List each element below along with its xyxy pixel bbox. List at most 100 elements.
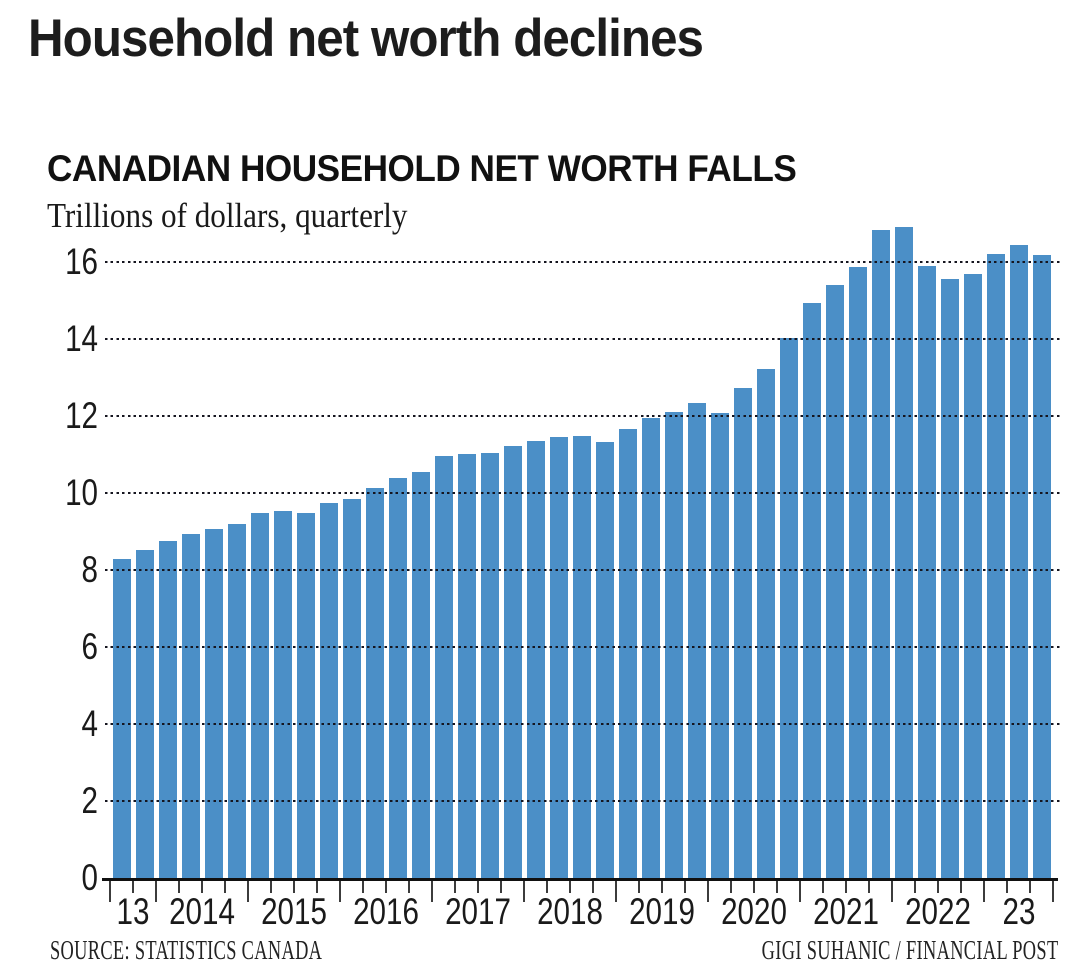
x-tick-minor bbox=[753, 881, 755, 893]
x-tick-minor bbox=[178, 881, 180, 893]
bar-2016-Q1 bbox=[342, 498, 361, 878]
bar-2018-Q4 bbox=[595, 441, 614, 878]
x-tick-minor bbox=[477, 881, 479, 893]
chart-subtitle: Trillions of dollars, quarterly bbox=[47, 196, 408, 235]
x-tick-minor bbox=[684, 881, 686, 893]
x-tick-major bbox=[109, 881, 111, 902]
bar-2019-Q4 bbox=[687, 403, 706, 878]
y-axis-label-16: 16 bbox=[65, 241, 98, 282]
gridline-16 bbox=[105, 260, 1060, 264]
bar-2020-Q2 bbox=[733, 388, 752, 878]
x-tick-major bbox=[1052, 881, 1054, 902]
x-tick-minor bbox=[960, 881, 962, 893]
x-tick-minor bbox=[569, 881, 571, 893]
x-tick-minor bbox=[1029, 881, 1031, 893]
bar-2014-Q2 bbox=[181, 533, 200, 878]
x-tick-minor bbox=[270, 881, 272, 893]
x-tick-major bbox=[339, 881, 341, 902]
bar-2020-Q3 bbox=[756, 369, 775, 878]
x-tick-minor bbox=[937, 881, 939, 893]
x-tick-minor bbox=[385, 881, 387, 893]
bar-2018-Q3 bbox=[572, 436, 591, 878]
x-tick-minor bbox=[362, 881, 364, 893]
x-axis-year-label-2014: 2014 bbox=[169, 891, 235, 932]
x-axis-line bbox=[102, 878, 1058, 881]
gridline-6 bbox=[105, 645, 1060, 649]
y-axis-label-6: 6 bbox=[81, 626, 98, 667]
bar-2021-Q4 bbox=[871, 229, 890, 878]
x-tick-minor bbox=[1006, 881, 1008, 893]
bar-2018-Q1 bbox=[526, 440, 545, 878]
bar-2014-Q3 bbox=[204, 528, 223, 878]
x-tick-major bbox=[707, 881, 709, 902]
gridline-2 bbox=[105, 799, 1060, 803]
x-tick-minor bbox=[201, 881, 203, 893]
x-tick-minor bbox=[293, 881, 295, 893]
bar-2021-Q1 bbox=[802, 303, 821, 878]
y-axis-label-0: 0 bbox=[81, 857, 98, 898]
x-tick-major bbox=[983, 881, 985, 902]
bar-2017-Q2 bbox=[457, 453, 476, 878]
bar-2022-Q3 bbox=[940, 279, 959, 878]
x-tick-minor bbox=[661, 881, 663, 893]
x-tick-minor bbox=[500, 881, 502, 893]
x-axis-year-label-2019: 2019 bbox=[629, 891, 695, 932]
gridline-4 bbox=[105, 722, 1060, 726]
x-tick-major bbox=[523, 881, 525, 902]
x-tick-minor bbox=[914, 881, 916, 893]
bar-2017-Q1 bbox=[434, 456, 453, 878]
x-tick-minor bbox=[592, 881, 594, 893]
bar-2015-Q1 bbox=[250, 513, 269, 878]
x-tick-minor bbox=[546, 881, 548, 893]
y-axis-label-4: 4 bbox=[81, 703, 98, 744]
source-note: SOURCE: STATISTICS CANADA bbox=[50, 935, 323, 965]
gridline-12 bbox=[105, 414, 1060, 418]
bar-2013-Q3 bbox=[112, 559, 131, 878]
x-tick-major bbox=[247, 881, 249, 902]
bar-2023-Q3 bbox=[1032, 255, 1051, 878]
bar-2017-Q3 bbox=[480, 452, 499, 878]
y-axis-label-12: 12 bbox=[65, 395, 98, 436]
x-tick-minor bbox=[638, 881, 640, 893]
bar-2013-Q4 bbox=[135, 550, 154, 878]
bar-2022-Q1 bbox=[894, 226, 913, 878]
x-tick-minor bbox=[845, 881, 847, 893]
x-axis-year-label-2022: 2022 bbox=[905, 891, 971, 932]
x-tick-major bbox=[891, 881, 893, 902]
bar-2016-Q3 bbox=[388, 477, 407, 878]
bar-2023-Q1 bbox=[986, 254, 1005, 878]
bar-2022-Q4 bbox=[963, 273, 982, 878]
chart-title: CANADIAN HOUSEHOLD NET WORTH FALLS bbox=[47, 148, 797, 189]
x-axis-year-label-2020: 2020 bbox=[721, 891, 787, 932]
bar-2019-Q1 bbox=[618, 428, 637, 878]
bar-2021-Q3 bbox=[848, 266, 867, 878]
bar-2015-Q2 bbox=[273, 511, 292, 878]
x-axis-year-label-2017: 2017 bbox=[445, 891, 511, 932]
bar-2022-Q2 bbox=[917, 265, 936, 878]
bar-2021-Q2 bbox=[825, 285, 844, 878]
bar-2019-Q3 bbox=[664, 411, 683, 878]
x-tick-minor bbox=[132, 881, 134, 893]
x-axis-year-label-13: 13 bbox=[116, 891, 150, 932]
bar-2020-Q1 bbox=[710, 413, 729, 878]
article-headline: Household net worth declines bbox=[28, 9, 704, 68]
y-axis-label-10: 10 bbox=[65, 472, 98, 513]
x-tick-minor bbox=[408, 881, 410, 893]
gridline-8 bbox=[105, 568, 1060, 572]
x-axis-year-label-23: 23 bbox=[1002, 891, 1035, 932]
y-axis-label-14: 14 bbox=[65, 318, 98, 359]
bar-2014-Q1 bbox=[158, 540, 177, 878]
bar-2020-Q4 bbox=[779, 338, 798, 878]
x-tick-major bbox=[799, 881, 801, 902]
x-tick-major bbox=[155, 881, 157, 902]
x-axis-year-label-2021: 2021 bbox=[813, 891, 879, 932]
x-tick-minor bbox=[730, 881, 732, 893]
x-axis-year-label-2015: 2015 bbox=[261, 891, 327, 932]
x-tick-minor bbox=[776, 881, 778, 893]
bar-2016-Q2 bbox=[365, 487, 384, 878]
bar-2015-Q3 bbox=[296, 512, 315, 878]
credit-note: GIGI SUHANIC / FINANCIAL POST bbox=[762, 935, 1059, 965]
bar-2015-Q4 bbox=[319, 503, 338, 878]
